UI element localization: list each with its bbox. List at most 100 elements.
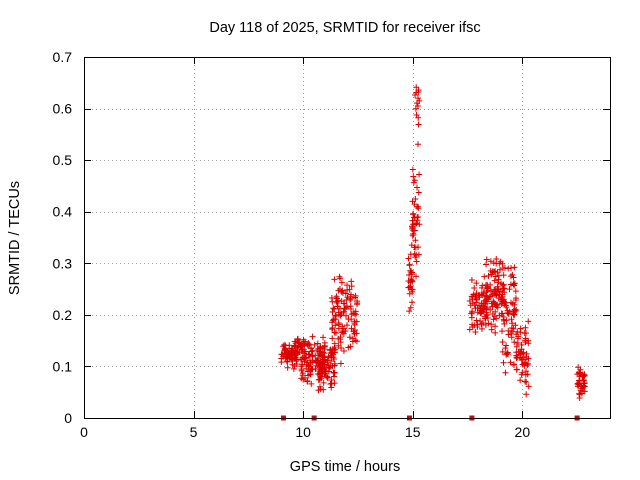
data-point — [473, 299, 480, 306]
data-point — [329, 317, 336, 324]
data-point — [484, 287, 491, 294]
data-point — [324, 357, 331, 364]
data-point — [308, 359, 315, 366]
data-point — [501, 264, 508, 271]
data-point — [284, 364, 291, 371]
data-point — [522, 359, 529, 366]
data-point — [485, 320, 492, 327]
data-point — [473, 296, 480, 303]
data-point — [523, 378, 530, 385]
data-point — [343, 297, 350, 304]
data-point — [523, 350, 530, 357]
data-point — [499, 348, 506, 355]
data-point — [510, 325, 517, 332]
data-point — [578, 390, 585, 397]
data-point — [320, 353, 327, 360]
data-point — [471, 284, 478, 291]
data-point — [488, 321, 495, 328]
data-point — [519, 369, 526, 376]
data-point — [413, 84, 420, 91]
data-point — [411, 244, 418, 251]
y-tick-label: 0.6 — [53, 101, 73, 117]
data-point — [284, 358, 291, 365]
data-point — [473, 280, 480, 287]
data-point — [323, 373, 330, 380]
data-point — [413, 203, 420, 210]
data-point — [408, 286, 415, 293]
data-point — [492, 273, 499, 280]
data-point — [469, 309, 476, 316]
data-point — [504, 351, 511, 358]
data-point — [338, 279, 345, 286]
data-point — [414, 184, 421, 191]
data-point — [502, 369, 509, 376]
data-point — [474, 321, 481, 328]
data-point — [580, 377, 587, 384]
data-point — [413, 273, 420, 280]
data-point — [289, 361, 296, 368]
x-tick-label: 10 — [295, 424, 311, 440]
data-point — [340, 325, 347, 332]
data-point — [331, 380, 338, 387]
data-point — [479, 282, 486, 289]
data-point — [409, 226, 416, 233]
data-point — [281, 341, 288, 348]
data-point — [492, 308, 499, 315]
data-point — [329, 309, 336, 316]
data-point — [405, 272, 412, 279]
data-point — [332, 322, 339, 329]
data-point — [510, 274, 517, 281]
data-point — [415, 189, 422, 196]
data-point — [324, 374, 331, 381]
data-point — [507, 281, 514, 288]
data-point — [577, 366, 584, 373]
data-point — [416, 221, 423, 228]
data-point — [503, 350, 510, 357]
data-point — [493, 256, 500, 263]
data-point — [340, 309, 347, 316]
data-point — [411, 251, 418, 258]
data-point — [409, 299, 416, 306]
data-point — [483, 293, 490, 300]
data-point — [413, 258, 420, 265]
data-point — [331, 340, 338, 347]
data-point — [316, 348, 323, 355]
data-point — [325, 353, 332, 360]
data-point — [283, 354, 290, 361]
data-point — [331, 305, 338, 312]
data-point — [502, 302, 509, 309]
data-point — [501, 320, 508, 327]
data-point — [489, 303, 496, 310]
data-point — [509, 300, 516, 307]
data-point — [510, 361, 517, 368]
data-point — [522, 324, 529, 331]
data-point — [522, 371, 529, 378]
data-point — [525, 318, 532, 325]
data-point — [482, 315, 489, 322]
data-point — [335, 342, 342, 349]
data-point — [410, 173, 417, 180]
data-point — [514, 335, 521, 342]
data-point — [331, 369, 338, 376]
y-tick-label: 0 — [64, 410, 72, 426]
axis-ticks — [84, 57, 610, 419]
data-point — [342, 328, 349, 335]
data-point — [351, 320, 358, 327]
data-point — [406, 308, 413, 315]
data-point — [416, 97, 423, 104]
data-point — [508, 334, 515, 341]
data-point — [298, 363, 305, 370]
data-point — [318, 365, 325, 372]
data-point — [513, 349, 520, 356]
data-point — [509, 271, 516, 278]
data-point — [320, 379, 327, 386]
y-tick-label: 0.3 — [53, 255, 73, 271]
data-point — [521, 330, 528, 337]
tick-labels: 0 5 10 15 20 0 0.1 0.2 0.3 0.4 0.5 0.6 0.7 — [53, 49, 531, 440]
data-point — [319, 361, 326, 368]
data-point — [493, 315, 500, 322]
data-point — [337, 339, 344, 346]
data-point — [507, 359, 514, 366]
data-point — [488, 300, 495, 307]
data-point — [304, 377, 311, 384]
